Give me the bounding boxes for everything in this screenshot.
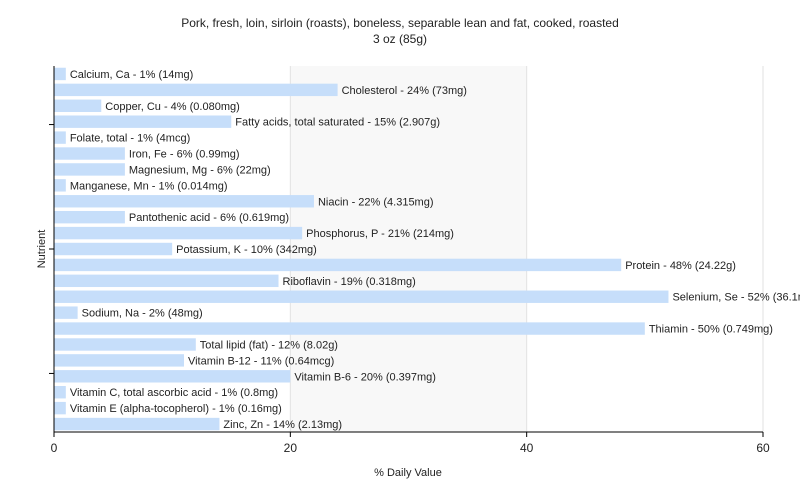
bar — [54, 242, 173, 256]
bar — [54, 354, 184, 367]
bar-label: Niacin - 22% (4.315mg) — [318, 196, 434, 208]
x-ticks: 0 20 40 60 — [51, 432, 770, 455]
bar — [54, 370, 291, 383]
bar-label: Thiamin - 50% (0.749mg) — [649, 324, 773, 336]
bar — [54, 338, 196, 351]
bar-label: Cholesterol - 24% (73mg) — [342, 85, 467, 97]
chart-title: Pork, fresh, loin, sirloin (roasts), bon… — [181, 16, 619, 30]
bar-label: Calcium, Ca - 1% (14mg) — [70, 69, 193, 81]
bar — [54, 306, 78, 319]
bar — [54, 99, 102, 112]
bar-label: Phosphorus, P - 21% (214mg) — [306, 228, 454, 240]
bar — [54, 258, 622, 272]
plot-band — [526, 66, 763, 432]
y-axis-label: Nutrient — [36, 230, 48, 269]
gridlines — [289, 66, 764, 432]
bar — [54, 195, 314, 208]
bar-label: Total lipid (fat) - 12% (8.02g) — [200, 339, 338, 351]
bar-label: Fatty acids, total saturated - 15% (2.90… — [235, 117, 440, 129]
bar — [54, 274, 279, 288]
bar-label: Zinc, Zn - 14% (2.13mg) — [223, 419, 342, 431]
bar-label: Iron, Fe - 6% (0.99mg) — [129, 149, 240, 161]
x-tick-label: 20 — [284, 441, 298, 455]
bar — [54, 210, 125, 224]
bar — [54, 179, 66, 192]
x-tick-label: 0 — [51, 441, 58, 455]
bar-label: Vitamin B-6 - 20% (0.397mg) — [294, 371, 436, 383]
axes — [49, 66, 763, 433]
bar-label: Potassium, K - 10% (342mg) — [176, 244, 317, 256]
bar — [54, 115, 232, 128]
bar-label: Vitamin B-12 - 11% (0.64mcg) — [188, 355, 334, 367]
bar — [54, 147, 125, 160]
bar-label: Copper, Cu - 4% (0.080mg) — [105, 101, 240, 113]
bar-label: Riboflavin - 19% (0.318mg) — [283, 276, 416, 288]
bar-label: Protein - 48% (24.22g) — [625, 260, 736, 272]
bar — [54, 83, 338, 97]
bar — [54, 417, 220, 431]
bar — [54, 163, 125, 176]
bar-label: Folate, total - 1% (4mcg) — [70, 133, 190, 145]
bar-label: Pantothenic acid - 6% (0.619mg) — [129, 212, 289, 224]
bar-label: Vitamin E (alpha-tocopherol) - 1% (0.16m… — [70, 403, 282, 415]
bar-label: Manganese, Mn - 1% (0.014mg) — [70, 180, 228, 192]
plot-band — [290, 66, 527, 432]
x-tick-label: 60 — [756, 441, 770, 455]
bar — [54, 131, 66, 144]
bar — [54, 67, 66, 81]
bar-label: Magnesium, Mg - 6% (22mg) — [129, 164, 271, 176]
bar — [54, 386, 66, 399]
bar — [54, 401, 66, 415]
bar — [54, 290, 669, 303]
x-tick-label: 40 — [520, 441, 534, 455]
bar — [54, 322, 645, 335]
bar-label: Vitamin C, total ascorbic acid - 1% (0.8… — [70, 387, 278, 399]
bar-labels: Calcium, Ca - 1% (14mg) Cholesterol - 24%… — [70, 69, 800, 431]
chart-subtitle: 3 oz (85g) — [373, 32, 427, 46]
bar-label: Sodium, Na - 2% (48mg) — [82, 308, 203, 320]
bars — [54, 67, 669, 431]
bar — [54, 226, 303, 240]
x-axis-label: % Daily Value — [374, 467, 442, 479]
bar-label: Selenium, Se - 52% (36.1mcg) — [672, 292, 800, 304]
